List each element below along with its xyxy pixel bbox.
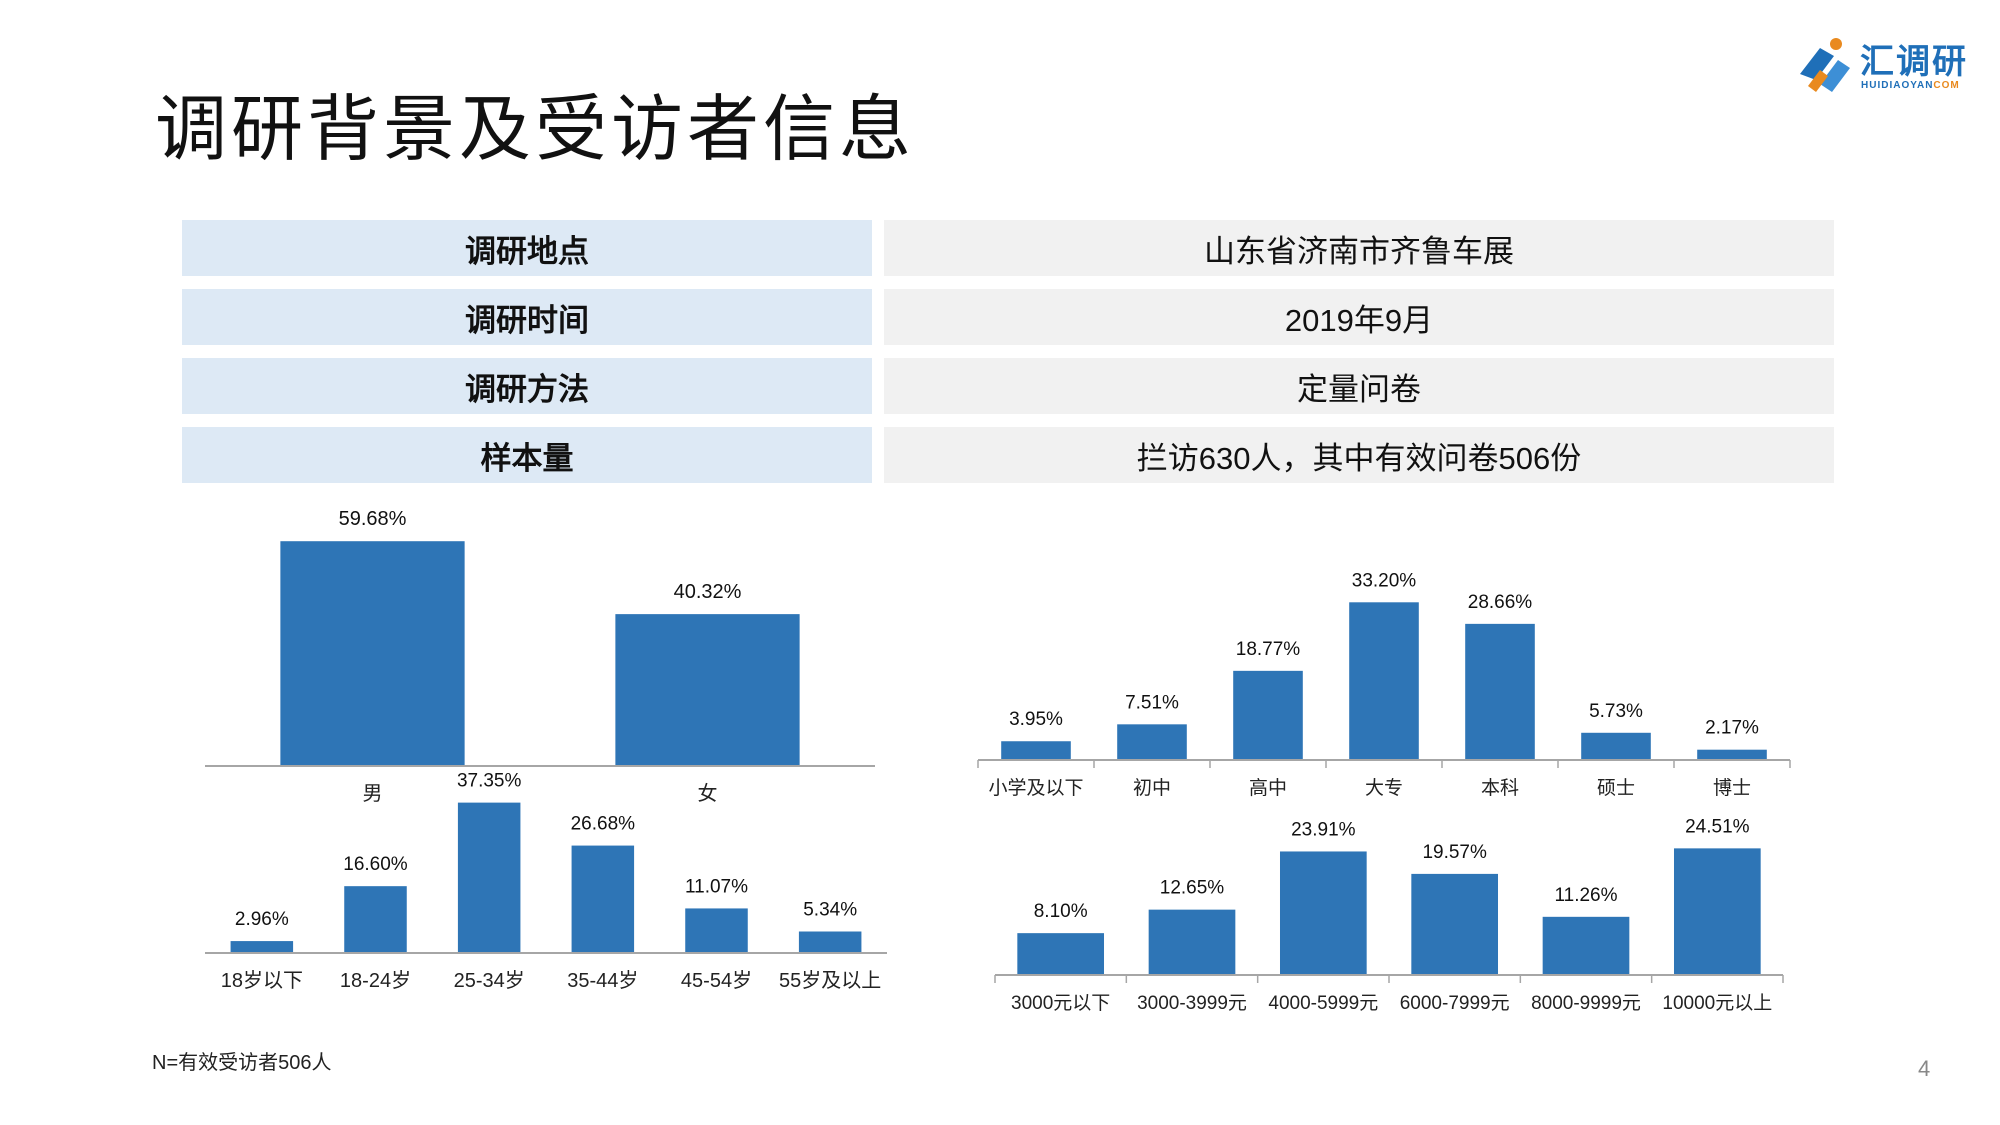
bar (1349, 602, 1419, 760)
tick-label: 55岁及以上 (779, 969, 881, 992)
data-label: 24.51% (1685, 816, 1750, 837)
bar (1411, 873, 1499, 975)
data-label: 19.57% (1422, 842, 1487, 863)
tick-label: 女 (698, 782, 718, 805)
info-row-method: 调研方法 定量问卷 (182, 358, 1834, 414)
info-value: 定量问卷 (884, 358, 1834, 414)
info-label: 调研方法 (182, 358, 872, 414)
data-label: 5.34% (803, 899, 857, 920)
info-row-time: 调研时间 2019年9月 (182, 289, 1834, 345)
data-label: 23.91% (1291, 819, 1356, 840)
tick-label: 高中 (1249, 777, 1287, 799)
tick-label: 8000-9999元 (1531, 993, 1641, 1014)
info-value: 2019年9月 (884, 289, 1834, 345)
page-title: 调研背景及受访者信息 (155, 87, 916, 171)
tick-label: 本科 (1481, 777, 1519, 799)
logo-sub-accent: COM (1933, 80, 1960, 91)
huidiaoyan-logo-icon (1800, 38, 1850, 92)
data-label: 2.96% (235, 909, 289, 930)
tick-label: 初中 (1133, 777, 1171, 799)
data-label: 7.51% (1125, 692, 1179, 713)
info-value: 拦访630人，其中有效问卷506份 (884, 427, 1834, 483)
tick-label: 45-54岁 (681, 969, 752, 992)
data-label: 12.65% (1160, 878, 1225, 899)
info-label: 调研地点 (182, 220, 872, 276)
tick-label: 硕士 (1597, 777, 1635, 799)
bar (571, 845, 635, 953)
bar (1673, 848, 1761, 975)
data-label: 26.68% (571, 814, 636, 835)
data-label: 16.60% (343, 854, 408, 875)
bar (1233, 670, 1303, 760)
bar (457, 802, 521, 953)
chart-svg: 59.68% 男 40.32% 女 (205, 508, 875, 805)
data-label: 8.10% (1034, 901, 1088, 922)
bar (1581, 732, 1651, 760)
tick-label: 3000-3999元 (1137, 993, 1247, 1014)
bar (230, 941, 294, 953)
info-row-sample: 样本量 拦访630人，其中有效问卷506份 (182, 427, 1834, 483)
data-label: 33.20% (1352, 570, 1417, 591)
chart-svg: 8.10% 3000元以下 12.65% 3000-3999元 23.91% 4000-5… (994, 816, 1784, 1014)
bar (1279, 851, 1367, 975)
logo-name: 汇调研 (1860, 43, 1968, 81)
data-label: 37.35% (457, 771, 522, 792)
bar (685, 908, 748, 953)
tick-label: 18岁以下 (221, 969, 303, 992)
age-chart: 2.96% 18岁以下 16.60% 18-24岁 37.35% 25-34岁 26.68%… (205, 771, 887, 1008)
info-row-location: 调研地点 山东省济南市齐鲁车展 (182, 220, 1834, 276)
bar (615, 614, 800, 766)
data-label: 11.26% (1554, 885, 1617, 906)
chart-svg: 3.95% 小学及以下 7.51% 初中 18.77% 高中 33.20% 大专 28.66% 本… (977, 570, 1791, 799)
tick-label: 大专 (1365, 777, 1403, 799)
tick-label: 18-24岁 (340, 969, 411, 992)
tick-label: 博士 (1713, 777, 1751, 799)
bar (1542, 916, 1630, 975)
tick-label: 35-44岁 (567, 969, 638, 992)
page-number: 4 (1918, 1056, 1931, 1081)
bar (1465, 623, 1535, 760)
education-chart: 3.95% 小学及以下 7.51% 初中 18.77% 高中 33.20% 大专 28.66% 本… (977, 570, 1791, 815)
chart-svg: 2.96% 18岁以下 16.60% 18-24岁 37.35% 25-34岁 26.68%… (205, 771, 887, 992)
tick-label: 4000-5999元 (1268, 993, 1378, 1014)
data-label: 2.17% (1705, 718, 1759, 739)
data-label: 5.73% (1589, 701, 1643, 722)
data-label: 18.77% (1236, 639, 1301, 660)
bar (1017, 933, 1105, 975)
tick-label: 6000-7999元 (1400, 993, 1510, 1014)
bar (1001, 741, 1071, 760)
bar (280, 541, 465, 766)
brand-logo: 汇调研 HUIDIAOYANCOM (1790, 30, 1980, 110)
bar (798, 931, 862, 953)
logo-subtitle: HUIDIAOYANCOM (1861, 80, 1960, 91)
tick-label: 男 (363, 783, 383, 805)
bar (1117, 724, 1187, 760)
data-label: 28.66% (1468, 592, 1533, 613)
info-label: 调研时间 (182, 289, 872, 345)
data-label: 40.32% (674, 581, 742, 603)
tick-label: 小学及以下 (988, 777, 1083, 799)
data-label: 3.95% (1009, 709, 1063, 730)
tick-label: 3000元以下 (1011, 993, 1110, 1014)
gender-chart: 59.68% 男 40.32% 女 (205, 508, 875, 821)
tick-label: 25-34岁 (454, 969, 525, 992)
income-chart: 8.10% 3000元以下 12.65% 3000-3999元 23.91% 4000-5… (994, 816, 1784, 1030)
bar (1697, 749, 1767, 760)
data-label: 59.68% (339, 508, 407, 530)
data-label: 11.07% (685, 876, 748, 897)
sample-footnote: N=有效受访者506人 (152, 1052, 332, 1074)
bar (1148, 909, 1236, 975)
logo-sub-main: HUIDIAOYAN (1861, 80, 1934, 91)
info-label: 样本量 (182, 427, 872, 483)
bar (344, 886, 407, 953)
tick-label: 10000元以上 (1662, 992, 1772, 1014)
info-value: 山东省济南市齐鲁车展 (884, 220, 1834, 276)
